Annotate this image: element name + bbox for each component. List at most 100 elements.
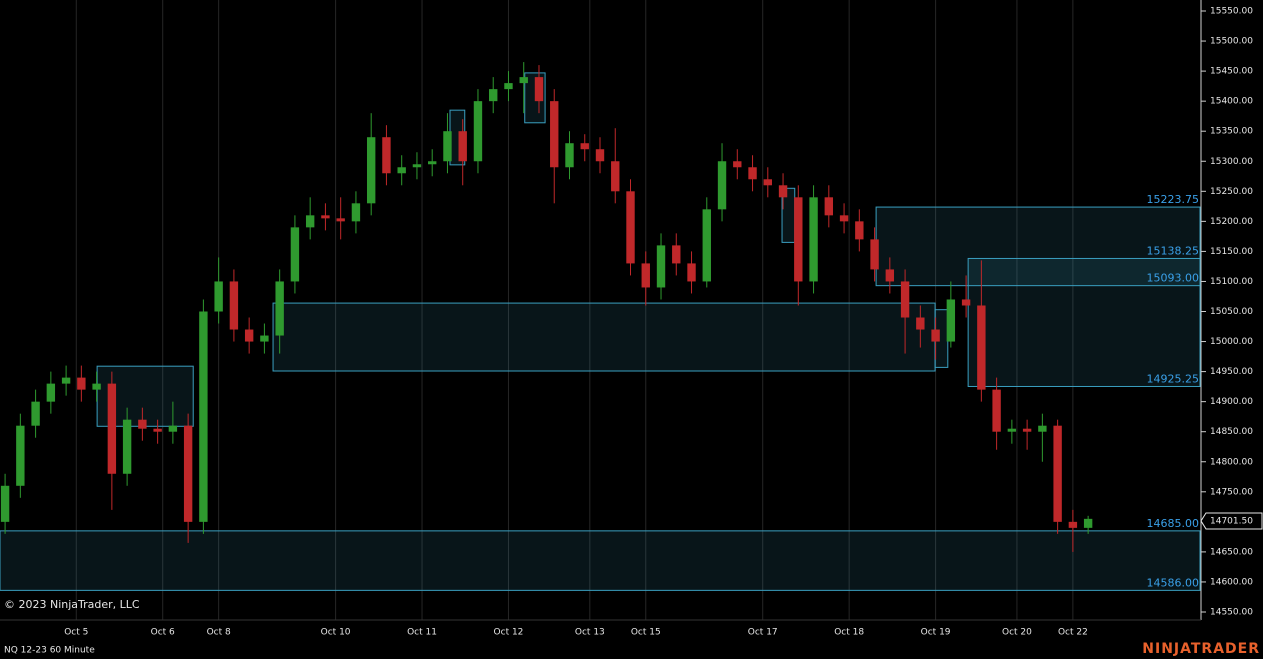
- x-tick-label: Oct 11: [407, 628, 437, 638]
- candle-body: [900, 281, 910, 318]
- candle-body: [290, 227, 300, 282]
- candle-body: [31, 401, 40, 426]
- candle-body: [473, 101, 483, 162]
- zone: [875, 206, 1201, 287]
- candle-body: [382, 137, 391, 174]
- x-tick-label: Oct 8: [207, 628, 231, 638]
- candle-body: [1038, 425, 1047, 432]
- x-tick-label: Oct 15: [631, 628, 661, 638]
- instrument-label: NQ 12-23 60 Minute: [4, 646, 95, 656]
- candle-body: [214, 281, 223, 312]
- candle-body: [428, 161, 437, 165]
- x-tick-label: Oct 5: [64, 628, 88, 638]
- candle-body: [687, 263, 696, 282]
- candle-body: [275, 281, 284, 336]
- candle-body: [153, 428, 162, 432]
- candle-body: [550, 101, 559, 168]
- candle-body: [611, 161, 620, 192]
- candle-body: [672, 245, 681, 264]
- x-tick-label: Oct 18: [834, 628, 864, 638]
- last-price-box: [1200, 512, 1263, 530]
- y-tick-label: 15200.00: [1210, 217, 1253, 227]
- candle-body: [961, 299, 971, 306]
- candle-body: [733, 161, 742, 168]
- last-price-label: 14701.50: [1210, 516, 1253, 526]
- x-tick-label: Oct 10: [321, 628, 351, 638]
- candle-body: [519, 77, 528, 84]
- price-label: 15093.00: [1147, 272, 1200, 285]
- price-label: 15223.75: [1147, 193, 1200, 206]
- zone: [0, 530, 1201, 591]
- candle-body: [1083, 518, 1093, 528]
- candle-body: [397, 167, 406, 174]
- x-tick-label: Oct 13: [575, 628, 605, 638]
- y-tick-label: 14900.00: [1210, 397, 1253, 407]
- candle-body: [717, 161, 727, 210]
- zone: [272, 302, 936, 372]
- candle-body: [366, 137, 376, 204]
- candle-body: [16, 425, 25, 486]
- candle-body: [504, 83, 513, 90]
- candle-body: [443, 131, 452, 162]
- price-label: 15138.25: [1147, 244, 1200, 257]
- candle-body: [168, 425, 178, 432]
- candle-body: [778, 185, 788, 198]
- candle-body: [138, 419, 147, 429]
- candle-body: [580, 143, 589, 150]
- candle-body: [61, 377, 71, 384]
- candle-body: [199, 311, 208, 522]
- candle-body: [626, 191, 635, 264]
- price-label: 14586.00: [1147, 576, 1200, 589]
- price-label: 14925.25: [1147, 372, 1200, 385]
- candle-body: [839, 215, 849, 222]
- candle-body: [0, 485, 10, 522]
- candle-body: [412, 164, 422, 168]
- candle-body: [809, 197, 818, 282]
- candle-body: [702, 209, 711, 282]
- x-tick-label: Oct 19: [921, 628, 951, 638]
- y-tick-label: 15150.00: [1210, 247, 1253, 257]
- candle-body: [534, 77, 544, 102]
- y-tick-label: 14550.00: [1210, 608, 1253, 618]
- y-tick-label: 15400.00: [1210, 97, 1253, 107]
- candle-body: [1068, 521, 1078, 528]
- candle-body: [77, 377, 86, 390]
- y-tick-label: 14750.00: [1210, 487, 1253, 497]
- y-tick-label: 14600.00: [1210, 577, 1253, 587]
- y-tick-label: 15350.00: [1210, 127, 1253, 137]
- candle-body: [244, 329, 254, 342]
- candle-body: [763, 179, 772, 186]
- y-tick-label: 14950.00: [1210, 367, 1253, 377]
- y-tick-label: 15550.00: [1210, 7, 1253, 17]
- candle-body: [931, 329, 940, 342]
- copyright: © 2023 NinjaTrader, LLC: [4, 598, 140, 611]
- candle-body: [656, 245, 666, 288]
- price-label: 14685.00: [1147, 517, 1200, 530]
- candle-body: [489, 89, 498, 102]
- candle-body: [885, 269, 895, 282]
- candle-body: [855, 221, 864, 240]
- candle-body: [595, 149, 605, 162]
- candle-body: [1022, 428, 1032, 432]
- candle-body: [977, 305, 986, 390]
- y-tick-label: 15100.00: [1210, 277, 1253, 287]
- candle-body: [916, 317, 925, 330]
- candle-body: [1007, 428, 1017, 432]
- candle-body: [351, 203, 361, 222]
- candle-body: [305, 215, 315, 228]
- y-tick-label: 15500.00: [1210, 37, 1253, 47]
- brand: NINJATRADER: [1142, 641, 1260, 657]
- y-tick-label: 14650.00: [1210, 547, 1253, 557]
- candle-body: [641, 263, 650, 288]
- y-tick-label: 14800.00: [1210, 457, 1253, 467]
- candle-body: [824, 197, 834, 216]
- axis: Oct 5 Oct 6 Oct 8 Oct 10 Oct 11 Oct 12 Oct 13 O…: [0, 0, 1263, 638]
- candle-body: [92, 383, 101, 390]
- candle-body: [46, 383, 56, 402]
- candle-body: [946, 299, 956, 342]
- candle-body: [107, 383, 117, 474]
- candles: [0, 62, 1093, 552]
- y-tick-label: 14850.00: [1210, 427, 1253, 437]
